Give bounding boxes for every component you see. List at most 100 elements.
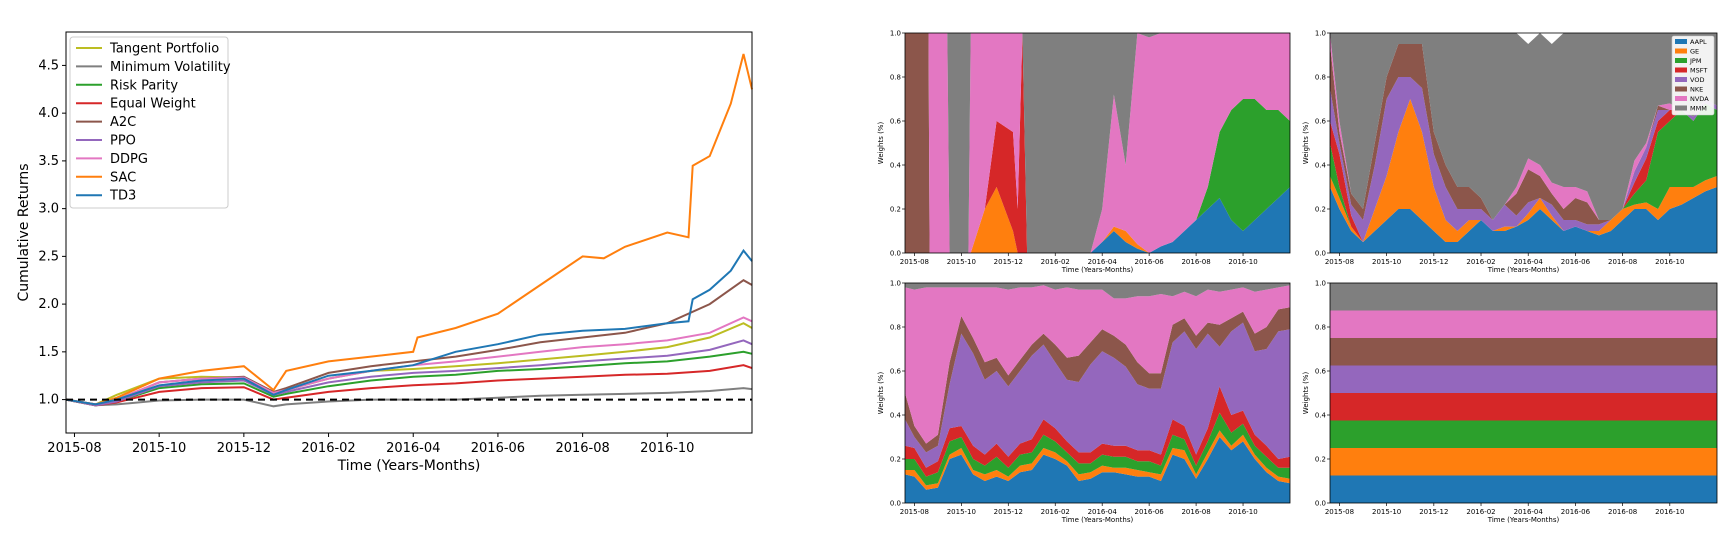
x-axis-label: Time (Years-Months) — [1487, 516, 1560, 524]
legend-swatch — [1675, 67, 1687, 73]
legend-swatch — [1675, 105, 1687, 111]
area-msft — [1330, 393, 1717, 421]
series-line-ppo — [65, 339, 753, 407]
area-ge — [1330, 448, 1717, 476]
y-tick-label: 1.0 — [1315, 280, 1326, 288]
x-tick-label: 2016-06 — [1561, 258, 1591, 266]
plot-frame — [1329, 32, 1718, 254]
x-tick-label: 2016-02 — [1041, 508, 1070, 516]
weights-chart-weights_d: 0.0 0.2 0.4 0.6 0.8 1.0 2015-08 2015-10 2015-12 2… — [1302, 280, 1718, 524]
x-tick-label: 2015-10 — [1372, 258, 1401, 266]
weights-chart-weights_a: 0.0 0.2 0.4 0.6 0.8 1.0 2015-08 2015-10 2015-12 2… — [877, 30, 1291, 274]
legend-swatch — [1675, 96, 1687, 101]
y-tick-label: 0.4 — [1315, 412, 1327, 420]
area-aapl — [1330, 187, 1717, 253]
x-tick-label: 2015-12 — [1419, 258, 1448, 266]
area-vod — [905, 322, 1290, 468]
area-vod — [1330, 77, 1717, 242]
y-tick-label: 0.8 — [890, 324, 901, 332]
y-tick-label: 0.2 — [1315, 456, 1326, 464]
area-aapl — [905, 437, 1290, 503]
x-tick-label: 2016-06 — [1561, 508, 1591, 516]
legend-entry: MMM — [1690, 105, 1707, 113]
legend-entry: TD3 — [109, 189, 136, 204]
y-tick-label: 0.0 — [1315, 250, 1326, 258]
y-tick-label: 0.2 — [1315, 206, 1326, 214]
series-line-tangent-portfolio — [65, 322, 753, 406]
legend-swatch — [1675, 39, 1687, 44]
x-tick-label: 2016-08 — [1181, 258, 1210, 266]
legend-entry: PPO — [110, 134, 136, 149]
area-nke — [1330, 338, 1717, 366]
x-tick-label: 2016-08 — [1181, 508, 1210, 516]
x-tick-label: 2016-02 — [1466, 508, 1495, 516]
x-tick-label: 2016-10 — [1655, 508, 1684, 516]
x-tick-label: 2015-10 — [1372, 508, 1401, 516]
x-tick-label: 2016-10 — [640, 441, 694, 456]
plot-frame — [904, 282, 1291, 504]
x-tick-label: 2015-12 — [994, 508, 1023, 516]
y-tick-label: 1.0 — [1315, 30, 1326, 38]
legend-swatch — [1675, 86, 1687, 92]
legend-entry: MSFT — [1690, 67, 1707, 75]
y-tick-label: 4.5 — [38, 58, 59, 73]
legend-entry: JPM — [1689, 57, 1701, 65]
y-axis-label: Weights (%) — [1302, 372, 1310, 415]
x-tick-label: 2016-06 — [1135, 508, 1165, 516]
x-tick-label: 2016-08 — [1608, 508, 1637, 516]
area-ge — [905, 430, 1290, 490]
x-tick-label: 2016-04 — [1514, 258, 1544, 266]
legend-entry: Minimum Volatility — [110, 60, 231, 75]
area-nke — [1330, 44, 1717, 225]
y-tick-label: 0.4 — [890, 412, 902, 420]
y-tick-label: 0.8 — [890, 74, 901, 82]
y-tick-label: 0.0 — [890, 250, 901, 258]
area-mmm — [1330, 283, 1717, 311]
y-tick-label: 1.5 — [38, 345, 59, 360]
x-tick-label: 2016-10 — [1655, 258, 1684, 266]
x-axis-label: Time (Years-Months) — [337, 458, 481, 474]
series-line-equal-weight — [65, 364, 753, 407]
legend-entry: AAPL — [1690, 38, 1707, 46]
area-ge — [905, 187, 1290, 253]
area-mmm — [905, 283, 1290, 299]
area-msft — [905, 386, 1290, 477]
area-mmm — [1330, 33, 1717, 220]
area-nvda — [905, 285, 1290, 444]
y-tick-label: 0.8 — [1315, 324, 1326, 332]
weights-chart-weights_b: 0.0 0.2 0.4 0.6 0.8 1.0 2015-08 2015-10 2015-12 2… — [1302, 30, 1718, 274]
legend-entry: Tangent Portfolio — [109, 42, 219, 57]
y-axis-label: Weights (%) — [877, 122, 885, 165]
series-line-td3 — [65, 248, 753, 406]
legend-entry: GE — [1690, 48, 1699, 56]
y-tick-label: 3.0 — [38, 202, 59, 217]
legend-entry: SAC — [110, 170, 136, 185]
y-tick-label: 3.5 — [38, 154, 59, 169]
area-mmm — [905, 33, 1290, 253]
legend-entry: Risk Parity — [110, 78, 178, 93]
plot-frame — [65, 31, 753, 434]
area-nvda — [905, 33, 1290, 253]
x-tick-label: 2016-04 — [1088, 508, 1118, 516]
x-axis-label: Time (Years-Months) — [1487, 266, 1560, 274]
x-tick-label: 2015-12 — [217, 441, 271, 456]
y-axis-label: Cumulative Returns — [16, 163, 32, 301]
y-tick-label: 0.0 — [1315, 500, 1326, 508]
x-tick-label: 2016-10 — [1228, 508, 1257, 516]
y-tick-label: 0.6 — [1315, 118, 1327, 126]
y-tick-label: 0.4 — [890, 162, 902, 170]
legend-swatch — [1675, 77, 1687, 82]
x-tick-label: 2016-06 — [471, 441, 525, 456]
y-tick-label: 0.4 — [1315, 162, 1327, 170]
y-tick-label: 1.0 — [890, 30, 901, 38]
x-tick-label: 2015-08 — [1325, 508, 1354, 516]
x-axis-label: Time (Years-Months) — [1061, 516, 1134, 524]
y-tick-label: 4.0 — [38, 106, 59, 121]
x-tick-label: 2015-10 — [947, 508, 976, 516]
x-tick-label: 2015-08 — [1325, 258, 1354, 266]
y-tick-label: 2.0 — [38, 297, 59, 312]
legend-box — [69, 36, 229, 209]
x-tick-label: 2016-10 — [1228, 258, 1257, 266]
y-tick-label: 0.6 — [890, 118, 902, 126]
area-msft — [905, 33, 1290, 253]
